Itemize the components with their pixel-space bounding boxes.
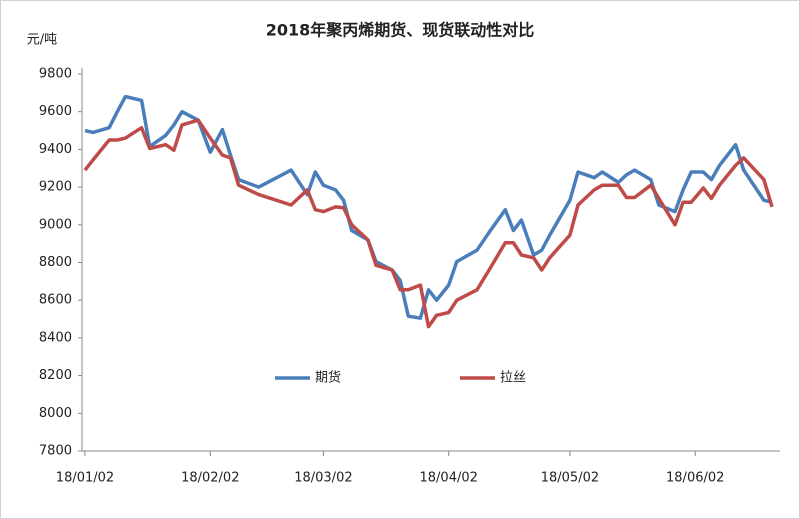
y-tick-label: 8600 [39, 293, 72, 308]
y-tick-label: 9200 [39, 180, 72, 195]
y-axis-label: 元/吨 [27, 33, 57, 48]
y-tick-label: 8000 [39, 406, 72, 421]
y-tick-label: 9600 [39, 104, 72, 119]
y-tick-label: 9800 [39, 67, 72, 82]
series-line [83, 118, 774, 329]
y-tick-label: 8200 [39, 368, 72, 383]
chart-title: 2018年聚丙烯期货、现货联动性对比 [266, 21, 535, 40]
x-tick-label: 18/04/02 [420, 471, 478, 486]
y-tick-label: 7800 [39, 444, 72, 459]
x-tick-label: 18/03/02 [294, 471, 352, 486]
y-tick-label: 9000 [39, 217, 72, 232]
x-tick-label: 18/01/02 [56, 471, 114, 486]
legend-label: 期货 [315, 370, 341, 386]
legend-label: 拉丝 [500, 371, 526, 386]
y-tick-label: 8400 [39, 330, 72, 345]
x-tick-label: 18/05/02 [541, 471, 599, 486]
y-tick-label: 9400 [39, 142, 72, 157]
x-tick-label: 18/02/02 [181, 471, 239, 486]
y-tick-label: 8800 [39, 255, 72, 270]
x-tick-label: 18/06/02 [666, 471, 724, 486]
